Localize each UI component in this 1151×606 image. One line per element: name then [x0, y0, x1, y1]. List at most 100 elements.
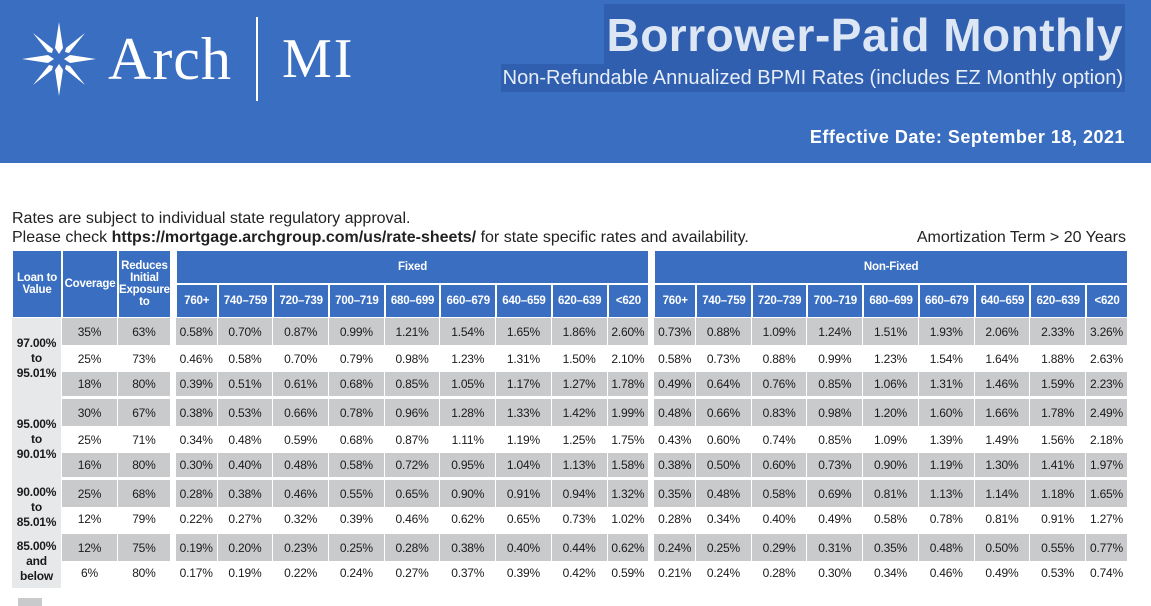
fixed-rate-cell: 0.32% — [273, 507, 329, 534]
nonfixed-rate-cell: 0.49% — [654, 372, 697, 399]
reduces-exposure-cell: 75% — [118, 534, 171, 561]
fixed-rate-cell: 2.10% — [607, 345, 650, 372]
nonfixed-rate-cell: 0.49% — [807, 507, 864, 534]
nonfixed-rate-cell: 3.26% — [1085, 318, 1128, 345]
table-row: 12% 79% 0.22% 0.27% 0.32% 0.39% 0.46% 0.62% 0.65… — [12, 507, 1128, 534]
nonfixed-rate-cell: 0.88% — [751, 345, 808, 372]
nonfixed-rate-cell: 2.18% — [1085, 426, 1128, 453]
coverage-cell: 25% — [62, 480, 118, 507]
fixed-rate-cell: 0.70% — [217, 318, 274, 345]
fixed-rate-cell: 0.38% — [440, 534, 497, 561]
fixed-rate-cell: 1.32% — [607, 480, 650, 507]
coverage-cell: 25% — [62, 426, 118, 453]
nonfixed-rate-cell: 0.40% — [751, 507, 808, 534]
nonfixed-rate-cell: 1.09% — [751, 318, 808, 345]
fixed-score-band-header: 620–639 — [551, 284, 608, 318]
fixed-rate-cell: 0.65% — [384, 480, 441, 507]
fixed-rate-cell: 0.73% — [551, 507, 608, 534]
fixed-rate-cell: 0.99% — [328, 318, 385, 345]
nonfixed-rate-cell: 1.13% — [918, 480, 975, 507]
coverage-cell: 12% — [62, 534, 118, 561]
fixed-rate-cell: 0.24% — [328, 561, 385, 588]
fixed-rate-cell: 0.27% — [384, 561, 441, 588]
nonfixed-rate-cell: 1.20% — [863, 399, 919, 426]
fixed-rate-cell: 0.19% — [217, 561, 274, 588]
nonfixed-rate-cell: 0.31% — [807, 534, 864, 561]
fixed-rate-cell: 1.04% — [496, 453, 552, 480]
nonfixed-rate-cell: 1.65% — [1085, 480, 1128, 507]
table-row: 25% 73% 0.46% 0.58% 0.70% 0.79% 0.98% 1.23% 1.31… — [12, 345, 1128, 372]
fixed-rate-cell: 0.46% — [175, 345, 218, 372]
nonfixed-rate-cell: 0.66% — [696, 399, 752, 426]
fixed-rate-cell: 0.94% — [551, 480, 608, 507]
reduces-exposure-cell: 68% — [118, 480, 171, 507]
reduces-exposure-cell: 80% — [118, 561, 171, 588]
fixed-rate-cell: 0.46% — [384, 507, 441, 534]
coverage-cell: 25% — [62, 345, 118, 372]
reduces-exposure-cell: 79% — [118, 507, 171, 534]
nonfixed-rate-cell: 1.51% — [863, 318, 919, 345]
nonfixed-rate-cell: 0.28% — [751, 561, 808, 588]
logo-wordmark: Arch — [108, 25, 232, 92]
nonfixed-rate-cell: 1.97% — [1085, 453, 1128, 480]
nonfixed-rate-cell: 0.74% — [751, 426, 808, 453]
nonfixed-score-band-header: 720–739 — [751, 284, 808, 318]
nonfixed-rate-cell: 1.27% — [1085, 507, 1128, 534]
reduces-exposure-cell: 80% — [118, 372, 171, 399]
table-row: 25% 71% 0.34% 0.48% 0.59% 0.68% 0.87% 1.11% 1.19… — [12, 426, 1128, 453]
table-row: 97.00% to 95.01% 35% 63% 0.58% 0.70% 0.87% 0.99%… — [12, 318, 1128, 399]
coverage-cell: 18% — [62, 372, 118, 399]
logo-divider — [255, 17, 258, 101]
nonfixed-rate-cell: 1.24% — [807, 318, 864, 345]
fixed-rate-cell: 0.23% — [273, 534, 329, 561]
fixed-score-band-header: 760+ — [175, 284, 218, 318]
reduces-exposure-cell: 67% — [118, 399, 171, 426]
nonfixed-rate-cell: 0.76% — [751, 372, 808, 399]
rate-sheets-link[interactable]: https://mortgage.archgroup.com/us/rate-s… — [111, 229, 477, 246]
col-header-reduces: Reduces Initial Exposure to — [118, 250, 171, 318]
arch-mi-logo: Arch MI — [18, 14, 354, 104]
fixed-rate-cell: 0.62% — [440, 507, 497, 534]
fixed-rate-cell: 1.31% — [496, 345, 552, 372]
nonfixed-rate-cell: 0.91% — [1030, 507, 1086, 534]
fixed-rate-cell: 0.28% — [384, 534, 441, 561]
nonfixed-score-band-header: 700–719 — [807, 284, 864, 318]
nonfixed-rate-cell: 0.35% — [654, 480, 697, 507]
fixed-rate-cell: 1.86% — [551, 318, 608, 345]
fixed-score-band-header: <620 — [607, 284, 650, 318]
coverage-cell: 6% — [62, 561, 118, 588]
nonfixed-rate-cell: 0.77% — [1085, 534, 1128, 561]
fixed-rate-cell: 0.34% — [175, 426, 218, 453]
nonfixed-rate-cell: 0.50% — [696, 453, 752, 480]
table-row: 90.00% to 85.01% 25% 68% 0.28% 0.38% 0.46% 0.55%… — [12, 480, 1128, 534]
table-row: 95.00% to 90.01% 30% 67% 0.38% 0.53% 0.66% 0.78%… — [12, 399, 1128, 480]
nonfixed-rate-cell: 0.81% — [974, 507, 1031, 534]
col-header-ltv: Loan to Value — [12, 250, 62, 318]
fixed-rate-cell: 0.58% — [328, 453, 385, 480]
nonfixed-rate-cell: 0.98% — [807, 399, 864, 426]
fixed-rate-cell: 0.39% — [328, 507, 385, 534]
nonfixed-rate-cell: 1.09% — [863, 426, 919, 453]
nonfixed-rate-cell: 0.78% — [918, 507, 975, 534]
fixed-rate-cell: 0.96% — [384, 399, 441, 426]
col-header-coverage: Coverage — [62, 250, 118, 318]
fixed-rate-cell: 0.59% — [273, 426, 329, 453]
nonfixed-rate-cell: 1.78% — [1030, 399, 1086, 426]
fixed-score-band-header: 640–659 — [496, 284, 552, 318]
fixed-rate-cell: 0.68% — [328, 372, 385, 399]
nonfixed-rate-cell: 0.58% — [751, 480, 808, 507]
nonfixed-score-band-header: <620 — [1085, 284, 1128, 318]
nonfixed-rate-cell: 0.69% — [807, 480, 864, 507]
nonfixed-rate-cell: 0.48% — [918, 534, 975, 561]
fixed-score-band-header: 740–759 — [217, 284, 274, 318]
effective-date: Effective Date: September 18, 2021 — [809, 127, 1125, 147]
fixed-rate-cell: 0.20% — [217, 534, 274, 561]
fixed-rate-cell: 1.28% — [440, 399, 497, 426]
fixed-rate-cell: 0.38% — [217, 480, 274, 507]
legend-footer — [18, 598, 1118, 606]
fixed-rate-cell: 0.90% — [440, 480, 497, 507]
fixed-rate-cell: 1.54% — [440, 318, 497, 345]
nonfixed-rate-cell: 0.46% — [918, 561, 975, 588]
nonfixed-rate-cell: 0.73% — [654, 318, 697, 345]
ltv-range-cell: 90.00% to 85.01% — [12, 480, 62, 534]
